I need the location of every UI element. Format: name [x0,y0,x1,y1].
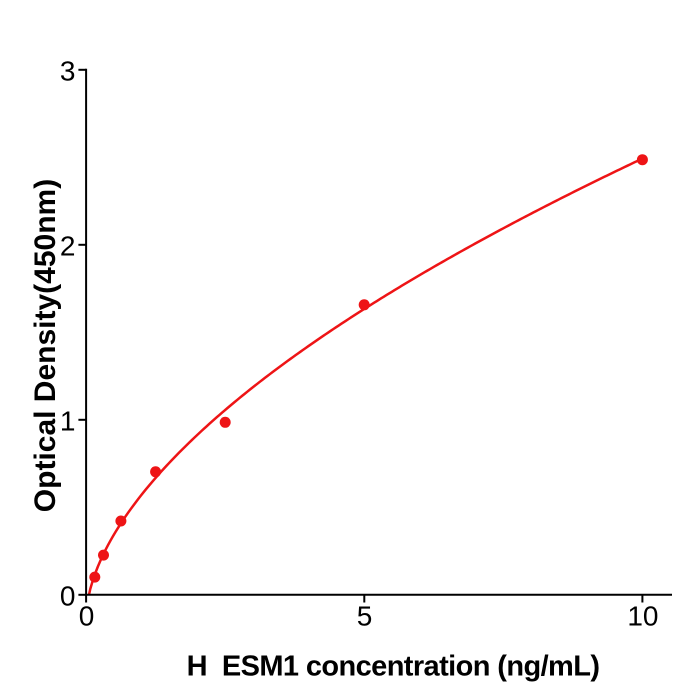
svg-text:1: 1 [60,405,76,436]
svg-text:H ESM1 concentration (ng/mL): H ESM1 concentration (ng/mL) [187,651,600,683]
svg-text:5: 5 [357,601,373,632]
svg-text:2: 2 [60,230,76,261]
svg-text:0: 0 [79,601,95,632]
svg-text:Optical Density(450nm): Optical Density(450nm) [29,179,62,512]
svg-text:10: 10 [627,601,658,632]
svg-text:0: 0 [60,580,76,611]
svg-text:3: 3 [60,55,76,86]
